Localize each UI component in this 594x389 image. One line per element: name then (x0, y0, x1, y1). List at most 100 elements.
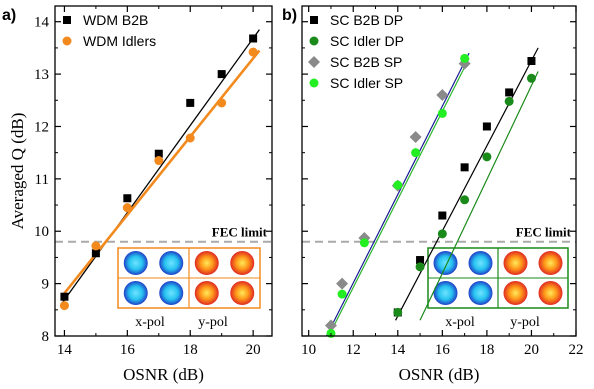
data-point (393, 307, 403, 317)
x-pol-constellation-cluster (468, 281, 493, 305)
x-axis-label: OSNR (dB) (123, 365, 204, 384)
plot-frame (301, 5, 577, 337)
fec-limit-label: FEC limit (516, 225, 572, 240)
data-point (415, 262, 425, 272)
data-point (526, 73, 536, 83)
data-point (217, 70, 226, 79)
x-tick-label: 22 (569, 342, 584, 358)
fit-line (328, 58, 470, 337)
y-pol-constellation-cluster (194, 281, 219, 305)
y-pol-constellation-cluster (503, 281, 528, 305)
data-point (337, 289, 347, 299)
x-tick-label: 18 (183, 342, 198, 358)
legend-label: SC B2B SP (330, 54, 402, 70)
x-tick-label: 20 (246, 342, 261, 358)
data-point (409, 130, 422, 143)
y-pol-constellation-cluster (538, 251, 563, 275)
x-pol-label: x-pol (445, 315, 475, 330)
y-pol-constellation-cluster (230, 251, 255, 275)
legend-marker (308, 56, 320, 68)
x-pol-constellation-cluster (468, 251, 493, 275)
legend-label: SC Idler SP (330, 75, 403, 91)
x-tick-label: 14 (57, 342, 73, 358)
data-point (336, 277, 349, 290)
x-tick-label: 16 (120, 342, 136, 358)
y-tick-label: 9 (42, 277, 50, 293)
legend-label: WDM B2B (83, 12, 148, 28)
y-tick-label: 11 (35, 172, 49, 188)
x-pol-constellation-cluster (159, 281, 184, 305)
x-axis-label: OSNR (dB) (399, 365, 480, 384)
data-point (154, 156, 164, 166)
x-pol-constellation-cluster (433, 281, 458, 305)
legend-label: SC B2B DP (330, 12, 403, 28)
data-point (91, 249, 100, 258)
x-tick-label: 16 (435, 342, 451, 358)
y-tick-label: 14 (34, 15, 50, 31)
x-tick-label: 10 (301, 342, 316, 358)
data-point (438, 211, 447, 220)
data-point (527, 57, 536, 65)
y-tick-label: 8 (42, 329, 50, 345)
data-point (185, 133, 195, 143)
panel-label: b) (282, 7, 297, 24)
x-pol-constellation-cluster (123, 281, 148, 305)
y-pol-constellation-cluster (503, 251, 528, 275)
legend-marker (309, 78, 319, 88)
data-point (411, 148, 421, 158)
fit-line (419, 71, 539, 321)
y-tick-label: 13 (34, 67, 49, 83)
y-tick-label: 10 (34, 224, 49, 240)
data-point (91, 241, 101, 251)
x-pol-constellation-cluster (159, 251, 184, 275)
legend-label: SC Idler DP (330, 33, 404, 49)
data-point (123, 194, 132, 203)
data-point (505, 88, 514, 97)
data-point (504, 96, 514, 106)
data-point (359, 238, 369, 248)
y-pol-label: y-pol (198, 315, 228, 330)
legend-marker (310, 16, 318, 24)
y-pol-constellation-cluster (538, 281, 563, 305)
data-point (248, 47, 258, 57)
data-point (393, 180, 403, 190)
data-point (186, 98, 195, 107)
data-point (59, 301, 69, 311)
x-tick-label: 12 (346, 342, 361, 358)
x-tick-label: 20 (524, 342, 539, 358)
fit-line (395, 47, 539, 321)
legend-marker (63, 16, 71, 24)
legend-marker (309, 36, 319, 46)
data-point (249, 34, 258, 43)
data-point (436, 89, 449, 102)
x-tick-label: 18 (479, 342, 494, 358)
data-point (482, 122, 491, 131)
data-point (437, 108, 447, 118)
fit-line (325, 52, 470, 337)
data-point (460, 195, 470, 205)
y-tick-label: 12 (34, 119, 49, 135)
y-axis-label: Averaged Q (dB) (8, 113, 27, 230)
data-point (217, 98, 227, 108)
data-point (154, 149, 163, 158)
data-point (460, 53, 470, 63)
data-point (437, 229, 447, 239)
legend-marker (62, 36, 72, 46)
fec-limit-label: FEC limit (212, 225, 268, 240)
data-point (460, 163, 469, 172)
data-point (482, 152, 492, 162)
x-tick-label: 14 (390, 342, 406, 358)
x-pol-constellation-cluster (433, 251, 458, 275)
y-pol-label: y-pol (510, 315, 540, 330)
legend-label: WDM Idlers (83, 33, 156, 49)
data-point (324, 319, 337, 332)
data-point (122, 203, 132, 213)
data-point (416, 256, 425, 265)
y-pol-constellation-cluster (194, 251, 219, 275)
data-point (60, 292, 69, 301)
panel-label: a) (2, 7, 16, 24)
x-pol-label: x-pol (135, 315, 165, 330)
y-pol-constellation-cluster (230, 281, 255, 305)
